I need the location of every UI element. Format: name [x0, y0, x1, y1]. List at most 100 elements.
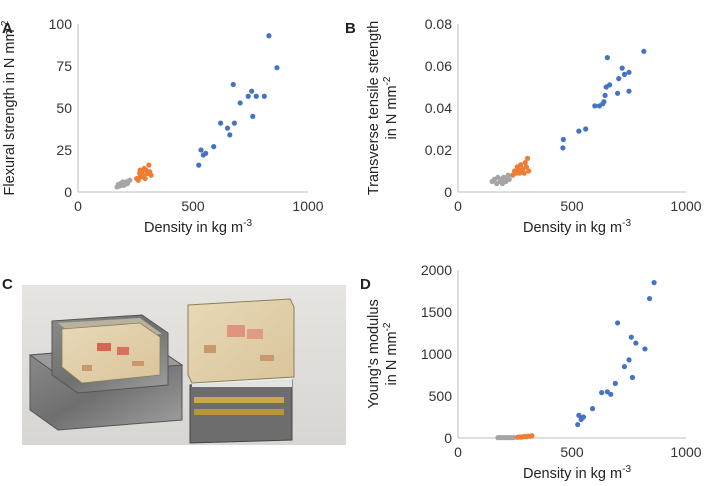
- x-tick-label: 1000: [670, 198, 701, 214]
- data-point-blue: [602, 92, 608, 98]
- data-point-blue: [607, 82, 613, 88]
- x-tick-label: 0: [74, 198, 82, 214]
- x-tick-label: 500: [560, 198, 584, 214]
- data-point-orange: [522, 160, 528, 166]
- y-tick-label: 1000: [421, 346, 452, 362]
- data-point-blue: [651, 280, 657, 286]
- x-tick-label: 1000: [292, 198, 323, 214]
- data-point-blue: [616, 76, 622, 82]
- y-tick-label: 100: [49, 16, 73, 32]
- data-point-blue: [642, 346, 648, 352]
- x-axis-title: Density in kg m-3: [523, 218, 631, 236]
- y-tick-label: 0.04: [425, 100, 452, 116]
- data-point-blue: [218, 120, 224, 126]
- data-point-blue: [580, 414, 587, 420]
- data-point-blue: [621, 71, 628, 77]
- data-point-blue: [601, 99, 607, 105]
- data-point-blue: [621, 364, 628, 370]
- data-point-blue: [626, 357, 632, 363]
- data-point-gray: [505, 172, 511, 178]
- data-point-blue: [633, 340, 639, 346]
- x-tick-label: 1000: [670, 444, 701, 460]
- data-point-blue: [245, 93, 251, 99]
- x-axis-title: Density in kg m-3: [523, 464, 631, 482]
- data-point-blue: [198, 147, 204, 153]
- data-point-blue: [575, 421, 581, 428]
- data-point-blue: [576, 128, 582, 134]
- y-axis-title-line2: in N mm-2: [382, 322, 400, 385]
- data-point-blue: [626, 88, 632, 94]
- photo-of-foam-samples-icon: [22, 285, 346, 445]
- data-point-blue: [629, 374, 636, 381]
- chart-a: 0 500 1000 0 25 50 75 100 Density in kg m-3 Flexu…: [0, 16, 324, 236]
- data-point-blue: [274, 65, 280, 71]
- x-tick-label: 500: [560, 444, 584, 460]
- data-point-blue: [599, 390, 605, 396]
- panel-letter-b: B: [345, 20, 356, 37]
- data-point-blue: [576, 412, 582, 418]
- data-point-blue: [266, 33, 272, 39]
- data-point-gray: [506, 176, 512, 182]
- y-axis-title-line2: in N mm-2: [382, 76, 400, 139]
- y-tick-label: 1500: [421, 304, 452, 320]
- data-point-orange: [146, 162, 152, 168]
- data-point-orange: [518, 162, 524, 168]
- y-tick-label: 75: [56, 58, 72, 74]
- data-point-orange: [140, 174, 147, 180]
- data-point-blue: [612, 380, 618, 386]
- y-axis-title: Flexural strength in N mm-2: [0, 20, 18, 195]
- data-point-orange: [529, 433, 535, 439]
- chart-d: 0 500 1000 0 500 1000 1500 2000 Density in kg m-…: [366, 262, 702, 482]
- y-tick-label: 0: [64, 184, 72, 200]
- x-tick-label: 0: [454, 444, 462, 460]
- y-tick-label: 50: [56, 100, 72, 116]
- x-axis-title: Density in kg m-3: [144, 218, 252, 236]
- x-tick-label: 0: [454, 198, 462, 214]
- data-point-blue: [227, 132, 233, 138]
- data-point-blue: [253, 93, 259, 99]
- y-tick-label: 2000: [421, 262, 452, 278]
- data-point-blue: [589, 406, 596, 412]
- y-axis-title: Young's modulus: [366, 299, 382, 408]
- data-point-blue: [608, 391, 614, 397]
- y-axis-title: Transverse tensile strength: [366, 21, 382, 195]
- data-point-blue: [203, 150, 209, 156]
- data-point-blue: [250, 113, 256, 119]
- data-point-orange: [526, 168, 532, 174]
- data-point-orange: [523, 164, 530, 170]
- panel-letter-c: C: [2, 276, 13, 293]
- data-point-blue: [641, 48, 647, 54]
- data-point-blue: [261, 93, 267, 99]
- photo-foam-samples: [22, 285, 346, 445]
- data-point-blue: [224, 125, 231, 131]
- data-point-orange: [524, 155, 531, 161]
- data-point-blue: [604, 55, 610, 61]
- data-point-blue: [249, 88, 255, 94]
- data-point-blue: [619, 65, 625, 71]
- data-point-blue: [560, 136, 566, 143]
- y-tick-label: 0.08: [425, 16, 452, 32]
- data-point-blue: [615, 90, 621, 96]
- data-point-orange: [137, 167, 143, 173]
- data-point-blue: [237, 100, 243, 106]
- y-tick-label: 0.06: [425, 58, 452, 74]
- data-point-blue: [592, 103, 598, 109]
- x-tick-label: 500: [181, 198, 205, 214]
- data-point-blue: [615, 320, 621, 326]
- data-point-blue: [211, 144, 217, 150]
- data-point-gray: [510, 434, 517, 441]
- data-point-blue: [230, 81, 236, 88]
- y-tick-label: 25: [56, 142, 72, 158]
- panel-letter-d: D: [360, 276, 371, 293]
- data-point-blue: [626, 69, 632, 75]
- y-tick-label: 0: [444, 430, 452, 446]
- y-tick-label: 500: [429, 388, 453, 404]
- y-tick-label: 0.02: [425, 142, 452, 158]
- data-point-gray: [121, 180, 127, 186]
- y-tick-label: 0: [444, 184, 452, 200]
- data-point-blue: [583, 126, 589, 132]
- data-point-blue: [646, 295, 653, 302]
- data-point-blue: [231, 120, 237, 126]
- chart-b: 0 500 1000 0 0.02 0.04 0.06 0.08 Density in kg m…: [366, 16, 702, 236]
- data-point-orange: [148, 172, 154, 178]
